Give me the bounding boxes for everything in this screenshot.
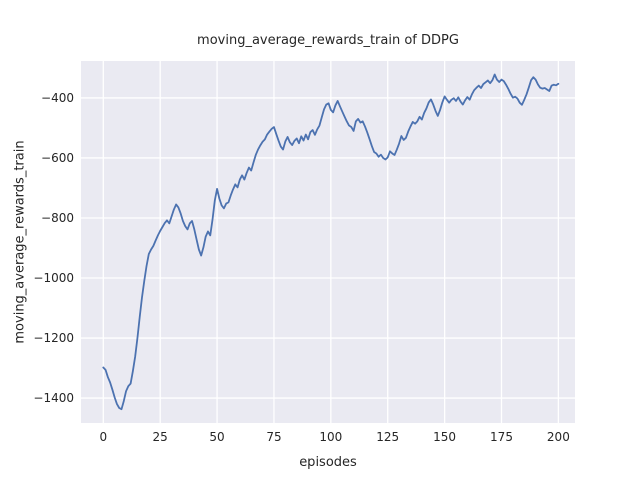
x-axis-label: episodes	[299, 455, 357, 470]
x-tick-label: 75	[266, 430, 282, 444]
x-tick-label: 200	[546, 430, 570, 444]
axes-background	[81, 61, 575, 423]
y-tick-label: −400	[41, 90, 74, 105]
x-tick-label: 0	[99, 430, 108, 444]
line-plot-canvas	[81, 61, 575, 423]
chart-title: moving_average_rewards_train of DDPG	[197, 33, 459, 48]
x-tick-label: 25	[152, 430, 168, 444]
x-tick-label: 150	[433, 430, 457, 444]
x-tick-label: 125	[376, 430, 400, 444]
x-tick-label: 175	[490, 430, 513, 444]
y-tick-label: −800	[41, 210, 74, 225]
x-tick-label: 100	[319, 430, 343, 444]
x-tick-label: 50	[209, 430, 225, 444]
plot-area	[81, 61, 575, 423]
y-axis-label: moving_average_rewards_train	[12, 140, 28, 344]
y-tick-label: −1400	[33, 391, 74, 406]
y-tick-label: −1000	[33, 271, 74, 286]
data-line	[102, 73, 560, 411]
y-tick-label: −600	[41, 150, 74, 165]
y-tick-label: −1200	[33, 331, 74, 346]
